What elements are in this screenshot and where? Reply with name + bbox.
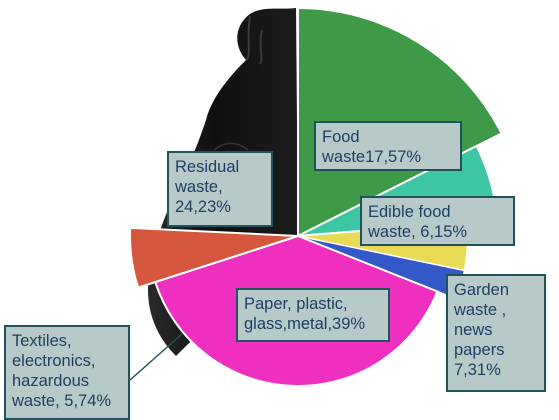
residual-waste-label: Residual waste, 24,23% (175, 158, 240, 216)
paper-plastic-callout: Paper, plastic, glass,metal,39% (236, 288, 390, 342)
paper-plastic-label: Paper, plastic, glass,metal,39% (244, 295, 366, 333)
textiles-label: Textiles, electronics, hazardous waste, … (12, 332, 112, 410)
textiles-slice (129, 226, 299, 289)
edible-food-waste-callout: Edible food waste, 6,15% (360, 196, 515, 246)
garden-waste-label: Garden waste , news papers 7,31% (454, 281, 510, 379)
food-waste-label: Food waste17,57% (322, 128, 422, 166)
edible-food-waste-label: Edible food waste, 6,15% (368, 203, 468, 241)
food-waste-callout: Food waste17,57% (314, 121, 462, 171)
residual-waste-callout: Residual waste, 24,23% (167, 151, 273, 227)
garden-waste-callout: Garden waste , news papers 7,31% (446, 274, 546, 392)
textiles-callout: Textiles, electronics, hazardous waste, … (4, 325, 130, 420)
